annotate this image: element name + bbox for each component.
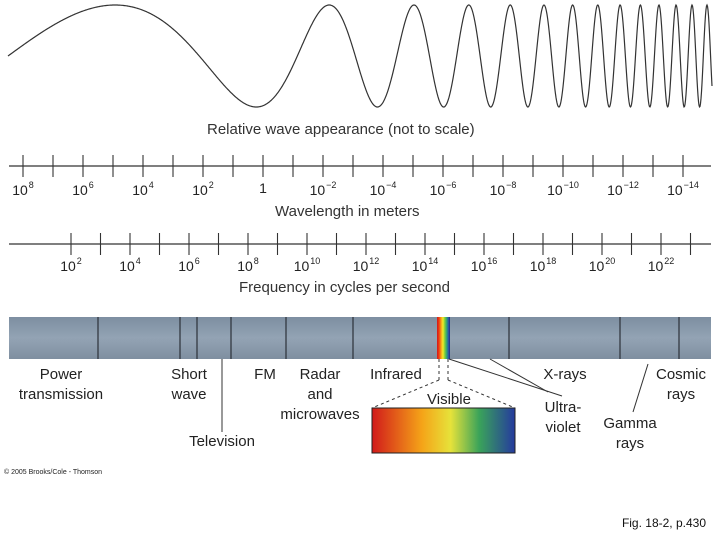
tick-label: 10−10: [547, 180, 579, 198]
tick-label: 106: [178, 256, 200, 274]
tick-label: 10−4: [369, 180, 397, 198]
tick-label: 1014: [411, 256, 439, 274]
wavelength-scale-axis: [9, 155, 711, 177]
tick-label: 108: [237, 256, 259, 274]
band-label-gamma-rays: Gamma rays: [603, 415, 657, 452]
tick-label: 102: [60, 256, 82, 274]
tick-label: 10−12: [607, 180, 639, 198]
gamma-leader: [632, 363, 649, 413]
tick-label: 10−8: [489, 180, 517, 198]
band-label-visible: Visible: [427, 391, 471, 408]
wave-curve: [7, 3, 713, 109]
band-label-fm: FM: [254, 366, 276, 383]
band-label-television: Television: [189, 433, 255, 450]
ultraviolet-leader: [448, 358, 563, 397]
tick-label: 1010: [293, 256, 321, 274]
relative-wave-illustration: [7, 3, 713, 109]
tick-label: 1: [259, 180, 267, 196]
figure-reference: Fig. 18-2, p.430: [621, 516, 706, 530]
tick-label: 104: [132, 180, 154, 198]
visible-spectrum-swatch: [371, 407, 516, 454]
band-label-ultraviolet: Ultra- violet: [544, 399, 582, 436]
visible-dashed-leaders: [371, 359, 516, 409]
em-band-bar: [9, 317, 711, 359]
copyright-notice: © 2005 Brooks/Cole - Thomson: [4, 469, 103, 476]
frequency-scale-axis: [9, 233, 711, 255]
band-label-x-rays: X-rays: [543, 366, 587, 383]
tick-label: 108: [12, 180, 34, 198]
tick-label: 106: [72, 180, 94, 198]
tick-label: 1012: [352, 256, 380, 274]
frequency-axis-title: Frequency in cycles per second: [239, 279, 450, 296]
tick-label: 1016: [470, 256, 498, 274]
band-label-short-wave: Short wave: [171, 366, 207, 403]
tick-label: 1020: [588, 256, 616, 274]
visible-band-slice: [437, 317, 450, 359]
tick-label: 10−14: [667, 180, 699, 198]
band-label-radar-microwaves: Radar and microwaves: [280, 366, 360, 423]
wavelength-axis-title: Wavelength in meters: [275, 203, 420, 220]
band-label-infrared: Infrared: [370, 366, 422, 383]
band-dividers: [97, 317, 680, 359]
tick-label: 104: [119, 256, 141, 274]
band-label-cosmic-rays: Cosmic rays: [655, 366, 706, 403]
wave-caption: Relative wave appearance (not to scale): [207, 121, 475, 138]
band-label-power-transmission: Power transmission: [18, 366, 104, 403]
tick-label: 102: [192, 180, 214, 198]
tick-label: 1022: [647, 256, 675, 274]
tick-label: 10−2: [309, 180, 337, 198]
xray-leader: [489, 358, 549, 393]
spectrum-diagram: [9, 317, 711, 454]
tick-label: 1018: [529, 256, 557, 274]
tick-label: 10−6: [429, 180, 457, 198]
